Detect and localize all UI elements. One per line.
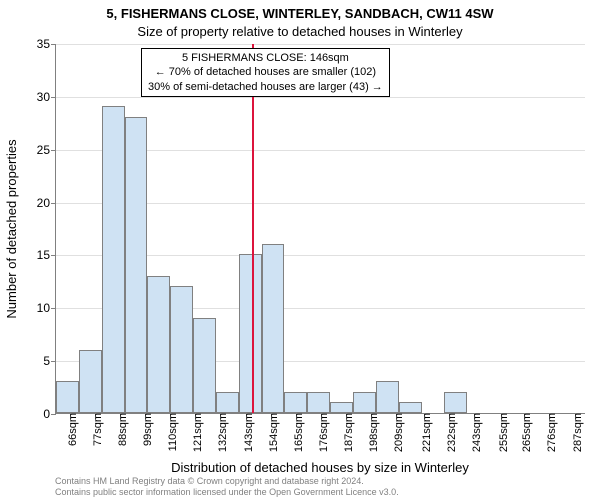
footer-line: Contains HM Land Registry data © Crown c… (55, 476, 399, 487)
x-tick-label: 243sqm (465, 413, 483, 452)
x-tick-label: 176sqm (312, 413, 330, 452)
x-tick-label: 121sqm (186, 413, 204, 452)
y-tick-mark (51, 255, 56, 256)
x-tick-label: 198sqm (362, 413, 380, 452)
x-tick-label: 209sqm (387, 413, 405, 452)
x-tick-label: 77sqm (86, 413, 104, 446)
histogram-bar (125, 117, 148, 413)
y-tick-mark (51, 308, 56, 309)
annotation-box: 5 FISHERMANS CLOSE: 146sqm ← 70% of deta… (141, 48, 390, 97)
x-tick-label: 265sqm (515, 413, 533, 452)
y-axis-label: Number of detached properties (4, 44, 19, 414)
y-tick-mark (51, 150, 56, 151)
x-tick-label: 187sqm (337, 413, 355, 452)
x-tick-label: 154sqm (262, 413, 280, 452)
x-tick-label: 110sqm (161, 413, 179, 451)
gridline (56, 97, 585, 98)
histogram-bar (262, 244, 285, 413)
footer-attribution: Contains HM Land Registry data © Crown c… (55, 476, 399, 498)
x-tick-label: 88sqm (111, 413, 129, 446)
histogram-bar (216, 392, 239, 413)
y-tick-mark (51, 203, 56, 204)
reference-line (252, 44, 254, 413)
histogram-bar (170, 286, 193, 413)
x-tick-label: 132sqm (211, 413, 229, 452)
chart-plot-area: 0510152025303566sqm77sqm88sqm99sqm110sqm… (55, 44, 585, 414)
histogram-bar (353, 392, 376, 413)
footer-line: Contains public sector information licen… (55, 487, 399, 498)
x-tick-label: 66sqm (61, 413, 79, 446)
x-tick-label: 221sqm (415, 413, 433, 452)
x-tick-label: 143sqm (237, 413, 255, 452)
page-subtitle: Size of property relative to detached ho… (0, 24, 600, 39)
histogram-bar (79, 350, 102, 413)
y-tick-mark (51, 97, 56, 98)
gridline (56, 44, 585, 45)
histogram-bar (147, 276, 170, 413)
x-tick-label: 165sqm (287, 413, 305, 452)
y-tick-mark (51, 414, 56, 415)
x-axis-label: Distribution of detached houses by size … (55, 460, 585, 475)
annotation-line: 5 FISHERMANS CLOSE: 146sqm (148, 51, 383, 65)
histogram-bar (307, 392, 330, 413)
histogram-bar (444, 392, 467, 413)
y-tick-mark (51, 361, 56, 362)
annotation-line: ← 70% of detached houses are smaller (10… (148, 65, 383, 79)
histogram-bar (56, 381, 79, 413)
histogram-bar (102, 106, 125, 413)
histogram-bar (330, 402, 353, 413)
histogram-bar (376, 381, 399, 413)
histogram-bar (284, 392, 307, 413)
annotation-line: 30% of semi-detached houses are larger (… (148, 80, 383, 94)
x-tick-label: 276sqm (540, 413, 558, 452)
y-tick-mark (51, 44, 56, 45)
chart-container: 5, FISHERMANS CLOSE, WINTERLEY, SANDBACH… (0, 0, 600, 500)
page-title: 5, FISHERMANS CLOSE, WINTERLEY, SANDBACH… (0, 6, 600, 21)
x-tick-label: 232sqm (440, 413, 458, 452)
histogram-bar (239, 254, 262, 413)
x-tick-label: 287sqm (566, 413, 584, 452)
histogram-bar (193, 318, 216, 413)
x-tick-label: 255sqm (492, 413, 510, 452)
x-tick-label: 99sqm (136, 413, 154, 446)
histogram-bar (399, 402, 422, 413)
